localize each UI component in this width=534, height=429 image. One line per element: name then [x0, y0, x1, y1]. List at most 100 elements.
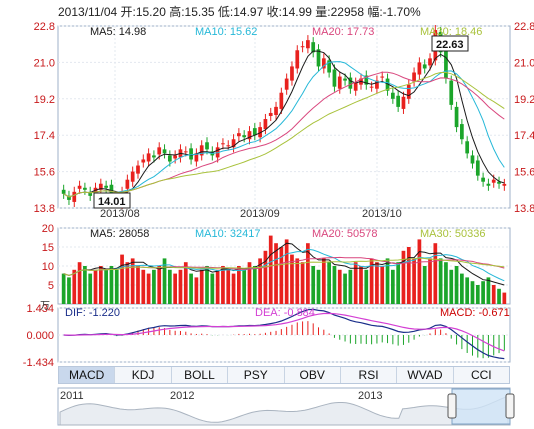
- price-y-tick-right: 21.0: [514, 57, 534, 69]
- candle-body: [380, 76, 385, 78]
- volume-bar: [114, 269, 119, 304]
- candle-body: [332, 69, 337, 87]
- candle-body: [252, 128, 257, 136]
- tab-obv[interactable]: OBV: [285, 367, 341, 383]
- candle-body: [481, 177, 485, 182]
- tab-rsi[interactable]: RSI: [341, 367, 398, 383]
- volume-y-tick: 5: [48, 280, 54, 292]
- volume-bar: [77, 262, 82, 304]
- candle-body: [364, 75, 369, 85]
- volume-unit: 万: [40, 301, 50, 312]
- overview-year-2011: 2011: [60, 390, 84, 402]
- volume-bar: [104, 269, 108, 304]
- x-tick-2013-09: 2013/09: [240, 208, 280, 220]
- volume-bar: [125, 262, 130, 304]
- candle-body: [279, 92, 284, 109]
- volume-bar: [454, 266, 459, 304]
- volume-bar: [422, 266, 427, 304]
- x-tick-2013-10: 2013/10: [362, 208, 402, 220]
- vol-ma10-line: [63, 248, 505, 282]
- tab-kdj[interactable]: KDJ: [115, 367, 172, 383]
- volume-bar: [189, 273, 193, 304]
- tab-cci[interactable]: CCI: [470, 368, 492, 382]
- volume-bar: [406, 247, 411, 304]
- volume-bar: [475, 285, 480, 304]
- volume-bar: [497, 288, 501, 304]
- candle-body: [237, 133, 241, 137]
- volume-bar: [428, 258, 432, 304]
- volume-bar: [173, 273, 178, 304]
- ma20-legend: MA20: 17.73: [312, 26, 374, 38]
- volume-bar: [316, 269, 321, 304]
- candle-body: [491, 179, 496, 183]
- candle-body: [72, 191, 77, 202]
- volume-bar: [152, 269, 156, 304]
- candle-body: [396, 95, 401, 107]
- volume-bar: [205, 266, 209, 304]
- candle-body: [141, 159, 146, 163]
- candle-body: [311, 42, 316, 53]
- volume-bar: [343, 273, 347, 304]
- candle-body: [486, 183, 491, 186]
- volume-bar: [162, 258, 167, 304]
- overview-area: [59, 395, 509, 426]
- candle-body: [337, 76, 342, 89]
- volume-bar: [268, 235, 273, 304]
- volume-bar: [146, 273, 151, 304]
- candle-body: [497, 181, 501, 184]
- candle-body: [199, 145, 204, 156]
- tab-psy[interactable]: PSY: [228, 367, 285, 383]
- candle-body: [444, 49, 448, 79]
- candle-body: [242, 135, 247, 138]
- volume-bar: [290, 254, 294, 304]
- volume-bar: [242, 269, 247, 304]
- volume-bar: [258, 258, 262, 304]
- low-marker-box: [93, 192, 131, 209]
- volume-bar: [306, 243, 310, 304]
- overview-right-handle[interactable]: [505, 393, 515, 419]
- dif-legend: DIF: -1.220: [65, 307, 120, 319]
- volume-bar: [491, 285, 496, 304]
- tab-wvad[interactable]: WVAD: [397, 367, 454, 383]
- volume-bar: [348, 269, 353, 304]
- volume-bar: [359, 266, 363, 304]
- dea-line: [63, 312, 505, 352]
- candle-body: [375, 80, 379, 89]
- candle-body: [428, 58, 432, 66]
- volume-bar: [364, 269, 369, 304]
- high-marker: 22.63: [436, 39, 464, 51]
- candle-body: [316, 49, 321, 67]
- overview-left-handle[interactable]: [447, 393, 457, 419]
- volume-bar: [449, 269, 454, 304]
- vol-ma5-legend: MA5: 28058: [90, 228, 149, 240]
- candle-body: [77, 185, 82, 189]
- vol-ma5-line: [63, 242, 505, 286]
- volume-bar: [93, 269, 98, 304]
- candle-body: [502, 183, 507, 186]
- candle-body: [470, 155, 475, 164]
- volume-y-tick: 10: [42, 261, 54, 273]
- candle-body: [221, 143, 225, 145]
- volume-bar: [417, 239, 422, 304]
- volume-bar: [380, 266, 385, 304]
- candle-body: [231, 139, 236, 148]
- candle-body: [189, 148, 193, 160]
- macd-legend: MACD: -0.671: [440, 307, 510, 319]
- tab-macd[interactable]: MACD: [59, 367, 116, 383]
- price-y-tick-right: 19.2: [514, 94, 534, 106]
- volume-bar: [353, 262, 358, 304]
- candle-body: [390, 92, 395, 99]
- volume-bar: [136, 266, 140, 304]
- price-y-tick-right: 13.8: [514, 203, 534, 215]
- high-marker-box: [431, 35, 469, 52]
- candle-body: [88, 191, 93, 196]
- candle-body: [268, 112, 273, 116]
- price-y-tick-left: 22.8: [34, 21, 55, 33]
- candle-body: [465, 141, 470, 154]
- candle-body: [205, 142, 209, 150]
- volume-bar: [72, 269, 77, 304]
- candle-body: [173, 155, 178, 159]
- tab-boll[interactable]: BOLL: [172, 367, 229, 383]
- volume-bar: [295, 258, 300, 304]
